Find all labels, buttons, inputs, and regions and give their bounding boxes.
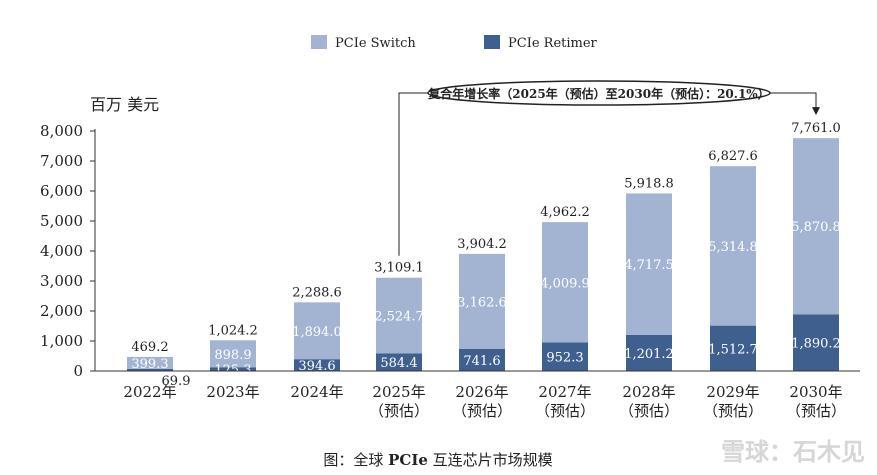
- bar-retimer-label: 952.3: [546, 351, 583, 366]
- bar-switch-label: 5,870.8: [791, 220, 841, 235]
- x-tick-label: （预估）: [452, 402, 512, 420]
- bar-total-label: 469.2: [131, 340, 168, 355]
- bar-switch: [793, 138, 839, 315]
- bar-total-label: 1,024.2: [208, 323, 258, 338]
- x-tick-label: 2022年: [123, 383, 176, 401]
- bar-retimer: [210, 367, 256, 371]
- bar-retimer: [793, 314, 839, 371]
- bar-switch-label: 399.3: [131, 357, 168, 372]
- bar-switch: [127, 356, 173, 369]
- legend-label: PCIe Switch: [335, 36, 416, 51]
- bar-retimer-label: 1,512.7: [708, 342, 758, 357]
- bar-retimer: [459, 348, 505, 371]
- x-tick-label: （预估）: [535, 402, 595, 420]
- bar-switch-label: 3,162.6: [457, 295, 507, 310]
- y-tick-label: 3,000: [40, 272, 83, 290]
- bar-retimer-label: 69.9: [162, 374, 191, 389]
- bar-switch-label: 1,894.0: [292, 325, 342, 340]
- bar-retimer-label: 584.4: [380, 356, 417, 371]
- x-tick-label: 2028年: [622, 383, 675, 401]
- x-tick-label: （预估）: [619, 402, 679, 420]
- x-tick-label: 2027年: [538, 383, 591, 401]
- bar-total-label: 3,109.1: [374, 261, 424, 276]
- bar-retimer: [294, 359, 340, 371]
- bar-total-label: 3,904.2: [457, 237, 507, 252]
- y-tick-label: 6,000: [40, 182, 83, 200]
- x-tick-label: （预估）: [703, 402, 763, 420]
- bar-total-label: 6,827.6: [708, 149, 758, 164]
- bar-switch: [376, 277, 422, 354]
- y-tick-label: 7,000: [40, 152, 83, 170]
- x-tick-label: （预估）: [786, 402, 846, 420]
- bar-total-label: 2,288.6: [292, 285, 342, 300]
- y-tick-label: 5,000: [40, 212, 83, 230]
- bar-total-label: 7,761.0: [791, 121, 841, 136]
- x-axis: 2022年 2023年 2024年 2025年（预估）2026年（预估）2027年（预…: [95, 370, 860, 420]
- legend-swatch: [484, 35, 500, 49]
- y-tick-label: 1,000: [40, 332, 83, 350]
- x-tick-label: 2025年: [372, 383, 425, 401]
- bar-switch-label: 2,524.7: [374, 310, 424, 325]
- watermark: 雪球：石木见: [721, 438, 865, 466]
- bar-switch: [542, 222, 588, 343]
- legend-label: PCIe Retimer: [508, 36, 598, 51]
- bar-switch: [294, 302, 340, 360]
- annotation-oval: [427, 80, 771, 106]
- legend-swatch: [311, 35, 327, 49]
- bar-retimer-label: 394.6: [298, 359, 335, 374]
- y-tick-label: 8,000: [40, 122, 83, 140]
- bar-switch: [210, 340, 256, 368]
- bar-switch: [626, 193, 672, 335]
- y-tick-label: 2,000: [40, 302, 83, 320]
- x-tick-label: 2029年: [706, 383, 759, 401]
- x-tick-label: 2030年: [789, 383, 842, 401]
- bar-retimer: [127, 368, 173, 371]
- legend: PCIe Switch PCIe Retimer: [311, 35, 598, 51]
- bar-switch-label: 4,009.9: [540, 276, 590, 291]
- bar-retimer-label: 1,201.2: [624, 347, 674, 362]
- bar-retimer: [376, 353, 422, 371]
- y-unit-label: 百万 美元: [90, 95, 159, 114]
- x-tick-label: 2024年: [290, 383, 343, 401]
- bar-retimer: [710, 325, 756, 371]
- y-tick-label: 0: [73, 362, 83, 380]
- bar-switch-label: 5,314.8: [708, 240, 758, 255]
- y-axis: 0 1,000 2,000 3,000 4,000 5,000 6,000 7,000 8,00…: [40, 122, 96, 380]
- bar-retimer: [542, 342, 588, 371]
- bar-switch: [710, 166, 756, 326]
- bar-switch-label: 898.9: [214, 348, 251, 363]
- bar-switch: [459, 253, 505, 349]
- x-tick-label: 2023年: [206, 383, 259, 401]
- bar-total-label: 5,918.8: [624, 176, 674, 191]
- annotation-text: 复合年增长率（2025年（预估）至2030年（预估）：20.1%）: [427, 86, 769, 101]
- bar-total-label: 4,962.2: [540, 205, 590, 220]
- bar-retimer-label: 741.6: [463, 354, 500, 369]
- bar-retimer: [626, 334, 672, 371]
- annotation-leader-right: [770, 92, 817, 109]
- bar-retimer-label: 1,890.2: [791, 337, 841, 352]
- figure-caption: 图：全球 PCIe 互连芯片市场规模: [323, 451, 552, 469]
- x-tick-label: 2026年: [455, 383, 508, 401]
- cagr-annotation: 复合年增长率（2025年（预估）至2030年（预估）：20.1%）: [398, 80, 820, 256]
- annotation-leader-left: [398, 92, 428, 256]
- annotation-arrow-head: [812, 107, 820, 116]
- y-tick-label: 4,000: [40, 242, 83, 260]
- bar-switch-label: 4,717.5: [624, 258, 674, 273]
- x-tick-label: （预估）: [369, 402, 429, 420]
